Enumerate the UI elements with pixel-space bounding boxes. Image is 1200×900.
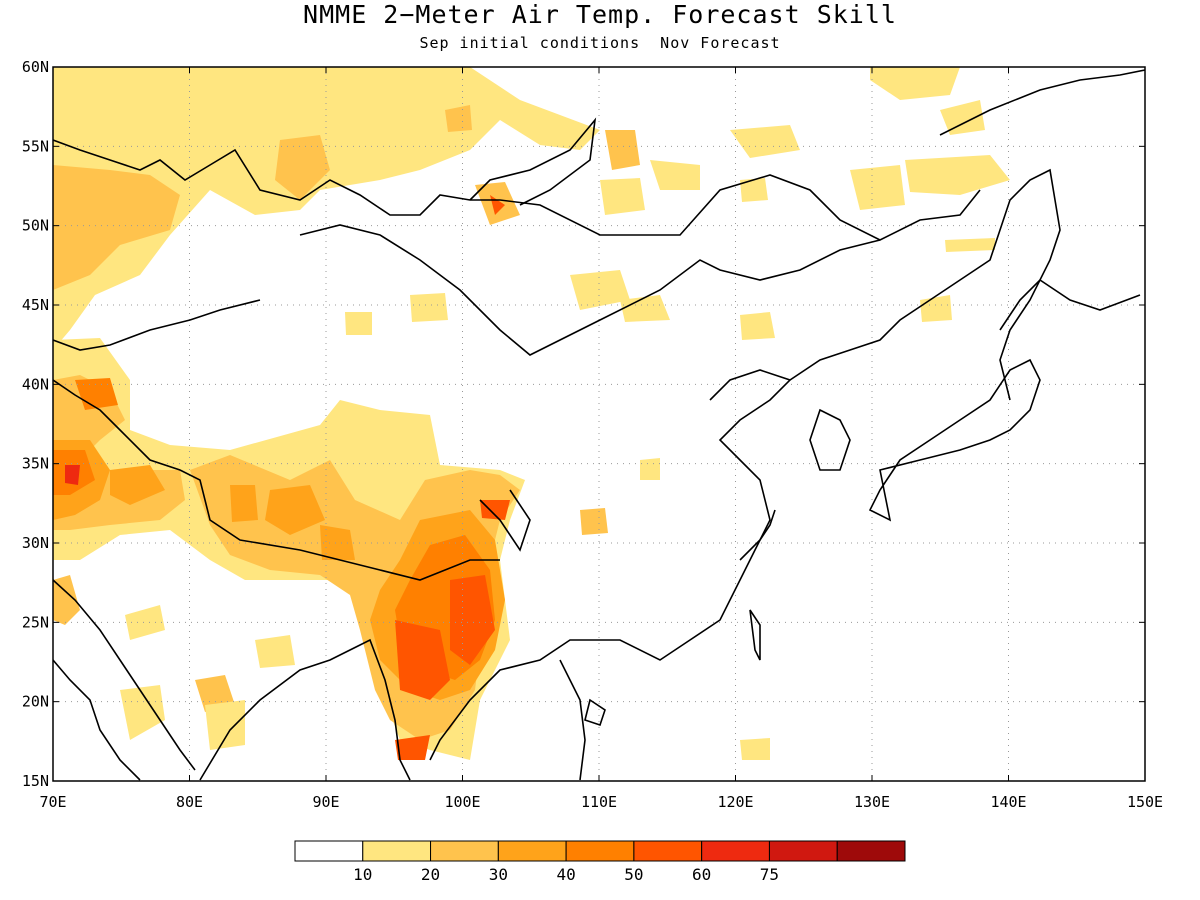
lat-tick-label: 15N <box>22 772 49 790</box>
colorbar-swatch <box>497 840 567 862</box>
lat-tick-label: 50N <box>22 217 49 235</box>
colorbar-swatch <box>701 840 770 862</box>
colorbar-label: 30 <box>489 865 508 884</box>
lon-tick-label: 70E <box>39 793 66 811</box>
lat-tick-label: 30N <box>22 534 49 552</box>
lat-tick-label: 20N <box>22 693 49 711</box>
lon-tick-label: 100E <box>444 793 480 811</box>
colorbar-swatch <box>768 840 838 862</box>
skill-shading <box>53 67 1010 760</box>
colorbar-swatch <box>565 840 635 862</box>
colorbar-swatch <box>362 840 432 862</box>
lat-tick-label: 45N <box>22 296 49 314</box>
colorbar-label: 75 <box>760 865 779 884</box>
lon-tick-label: 80E <box>176 793 203 811</box>
lon-tick-label: 140E <box>990 793 1026 811</box>
colorbar-label: 60 <box>692 865 711 884</box>
colorbar-swatch <box>836 840 906 862</box>
lon-tick-label: 130E <box>854 793 890 811</box>
lat-tick-label: 25N <box>22 613 49 631</box>
lat-tick-label: 40N <box>22 375 49 393</box>
lon-tick-label: 150E <box>1127 793 1163 811</box>
lat-tick-label: 60N <box>22 58 49 76</box>
colorbar-swatch <box>294 840 364 862</box>
lat-tick-label: 55N <box>22 137 49 155</box>
colorbar-swatch <box>633 840 703 862</box>
lon-tick-label: 120E <box>717 793 753 811</box>
colorbar-label: 20 <box>421 865 440 884</box>
colorbar-label: 50 <box>624 865 643 884</box>
lat-tick-label: 35N <box>22 455 49 473</box>
lon-axis: 70E 80E 90E 100E 110E 120E 130E 140E 150E <box>39 67 1163 811</box>
colorbar-swatch <box>430 840 499 862</box>
lon-tick-label: 90E <box>312 793 339 811</box>
map-subtitle: Sep initial conditions Nov Forecast <box>419 34 781 52</box>
colorbar-label: 10 <box>353 865 372 884</box>
lon-tick-label: 110E <box>581 793 617 811</box>
colorbar-label: 40 <box>556 865 575 884</box>
lat-axis: 15N 20N 25N 30N 35N 40N 45N 50N 55N 60N <box>22 58 1145 790</box>
map-title: NMME 2−Meter Air Temp. Forecast Skill <box>303 0 897 29</box>
coastlines <box>53 69 1145 781</box>
colorbar: 10 20 30 40 50 60 75 <box>294 840 906 884</box>
